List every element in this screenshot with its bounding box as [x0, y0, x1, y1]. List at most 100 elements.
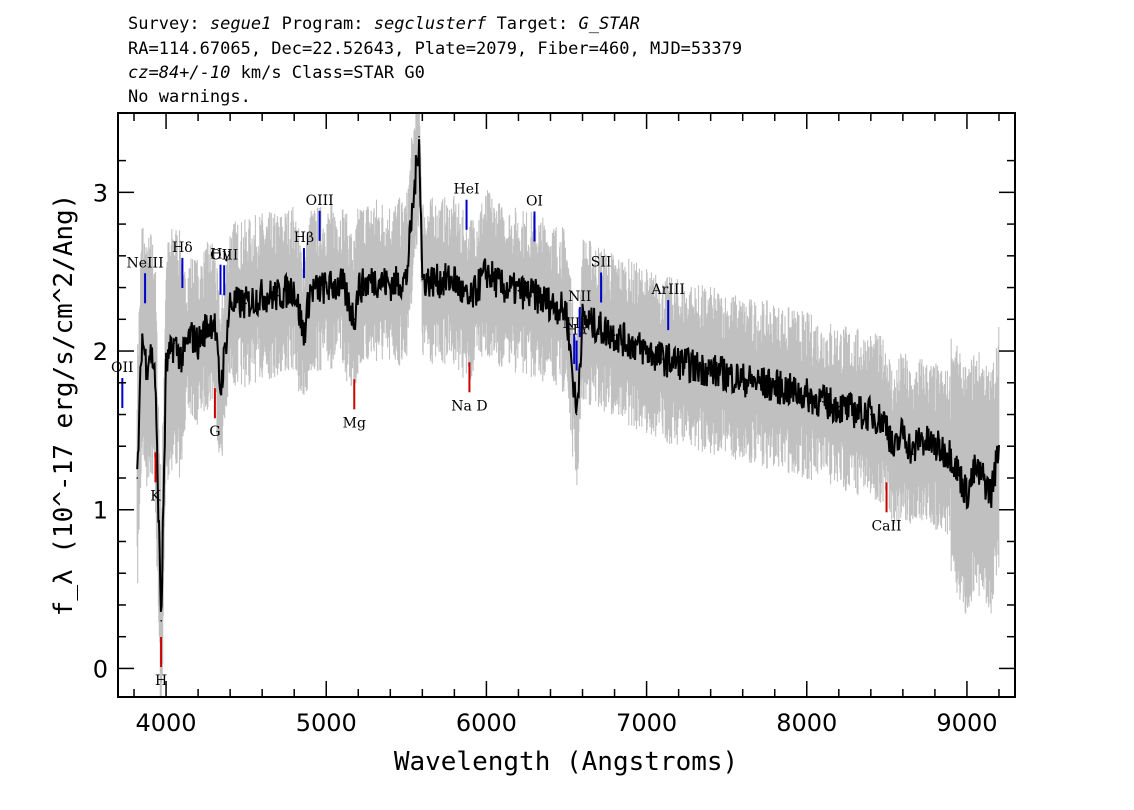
cz-value: cz=84+/-10 [128, 63, 231, 83]
spectrum-point [353, 318, 356, 321]
spectrum-point [950, 453, 952, 456]
spectrum-point [165, 366, 167, 368]
absorption-line-label: H [155, 673, 167, 689]
emission-line-label: OIII [306, 193, 334, 209]
axis-ticks: 4000 5000 6000 7000 8000 9000 0 1 2 3 [93, 113, 1015, 737]
spectrum-point [325, 286, 328, 289]
spectrum-point [645, 350, 648, 352]
spectrum-point [886, 421, 888, 424]
spectrum-point [485, 270, 488, 273]
spectrum-point [245, 302, 247, 305]
survey-prefix: Survey: [128, 14, 200, 34]
spectrum-point [136, 477, 138, 479]
spectrum-point [303, 334, 305, 337]
spectrum-point [141, 334, 143, 337]
spectrum-point [613, 334, 616, 337]
spectrum-point [205, 326, 207, 329]
x-tick-label: 4000 [136, 709, 197, 737]
spectrum-point [709, 369, 712, 371]
spectrum-point [693, 366, 696, 368]
emission-line-label: OII [111, 360, 134, 376]
spectrum-point [277, 294, 280, 297]
spectrum-point [575, 413, 578, 416]
cz-suffix: km/s Class=STAR G0 [240, 63, 425, 83]
x-tick-label: 9000 [936, 709, 997, 737]
spectrum-point [974, 469, 976, 471]
spectrum-point [173, 342, 175, 344]
spectrum-point [966, 493, 968, 495]
header-line-1: Survey: segue1 Program: segclusterf Targ… [128, 14, 640, 34]
spectrum-point [677, 361, 680, 364]
spectrum-point [725, 374, 728, 376]
series-layer [136, 136, 1000, 622]
spectrum-point [213, 318, 215, 321]
spectrum-point [189, 334, 191, 337]
x-tick-label: 5000 [296, 709, 357, 737]
spectrum-point [854, 410, 856, 413]
spectrum-point [934, 445, 936, 448]
spectrum-point [154, 366, 156, 368]
spectrum-point [181, 358, 183, 360]
absorption-line-label: K [150, 488, 161, 504]
spectrum-point [902, 429, 904, 432]
emission-line-label: SII [591, 255, 612, 271]
spectrum-point [146, 366, 148, 368]
absorption-line-label: CaII [871, 518, 901, 534]
survey-value: segue1 [209, 14, 272, 34]
spectrum-point [357, 286, 360, 289]
y-axis-label: f_λ (10^-17 erg/s/cm^2/Ang) [49, 194, 79, 617]
x-axis-label: Wavelength (Angstroms) [394, 747, 738, 777]
spectrum-point [990, 493, 992, 495]
plot-frame [117, 112, 1016, 698]
emission-line-label: HeI [454, 182, 480, 198]
spectrum-point [838, 405, 840, 408]
spectrum-point [341, 283, 344, 286]
x-tick-label: 8000 [776, 709, 837, 737]
spectrum-point [757, 382, 760, 384]
spectrum-point [197, 342, 199, 344]
spectrum-point [517, 289, 520, 292]
emission-line-label: Hβ [294, 230, 314, 246]
emission-line-label: Hγ [210, 247, 231, 263]
spectrum-point [918, 437, 920, 440]
emission-line-label: NII [568, 289, 591, 305]
spectrum-line [136, 139, 1000, 612]
spectrum-point [806, 394, 808, 397]
spectrum-point [309, 289, 312, 292]
y-tick-label: 1 [93, 497, 108, 525]
target-prefix: Target: [496, 14, 569, 34]
target-value: G_STAR [578, 14, 640, 34]
emission-line-label: Hα [566, 323, 588, 339]
program-prefix: Program: [281, 14, 364, 34]
spectrum-point [533, 294, 536, 297]
spectrum-point [790, 389, 792, 392]
spectrum-point [373, 278, 376, 281]
spectrum-point [870, 413, 872, 416]
spectrum-point [549, 302, 552, 305]
absorption-line-label: Mg [343, 415, 366, 431]
spectrum-point [581, 318, 584, 321]
x-tick-label: 6000 [456, 709, 517, 737]
y-tick-label: 3 [93, 179, 108, 207]
emission-line-label: NeIII [126, 255, 163, 271]
header-line-2: RA=114.67065, Dec=22.52643, Plate=2079, … [128, 39, 743, 59]
spectrum-point [501, 286, 504, 289]
spectrum-point [229, 302, 231, 305]
spectrum-point [453, 278, 456, 281]
spectrum-point [405, 278, 408, 281]
x-tick-label: 7000 [616, 709, 677, 737]
spectrum-point [293, 286, 296, 289]
spectrum-point [597, 326, 600, 329]
spectrum-point [158, 556, 161, 559]
emission-line-label: OI [526, 194, 543, 210]
spectrum-point [261, 294, 264, 297]
spectrum-point [822, 401, 824, 403]
spectrum-point [565, 310, 568, 313]
spectrum-point [160, 620, 162, 622]
y-tick-label: 2 [93, 338, 108, 366]
spectrum-point [982, 477, 984, 479]
spectrum-point [998, 445, 1000, 448]
absorption-line-label: G [209, 424, 220, 440]
emission-line-label: ArIII [651, 282, 685, 298]
